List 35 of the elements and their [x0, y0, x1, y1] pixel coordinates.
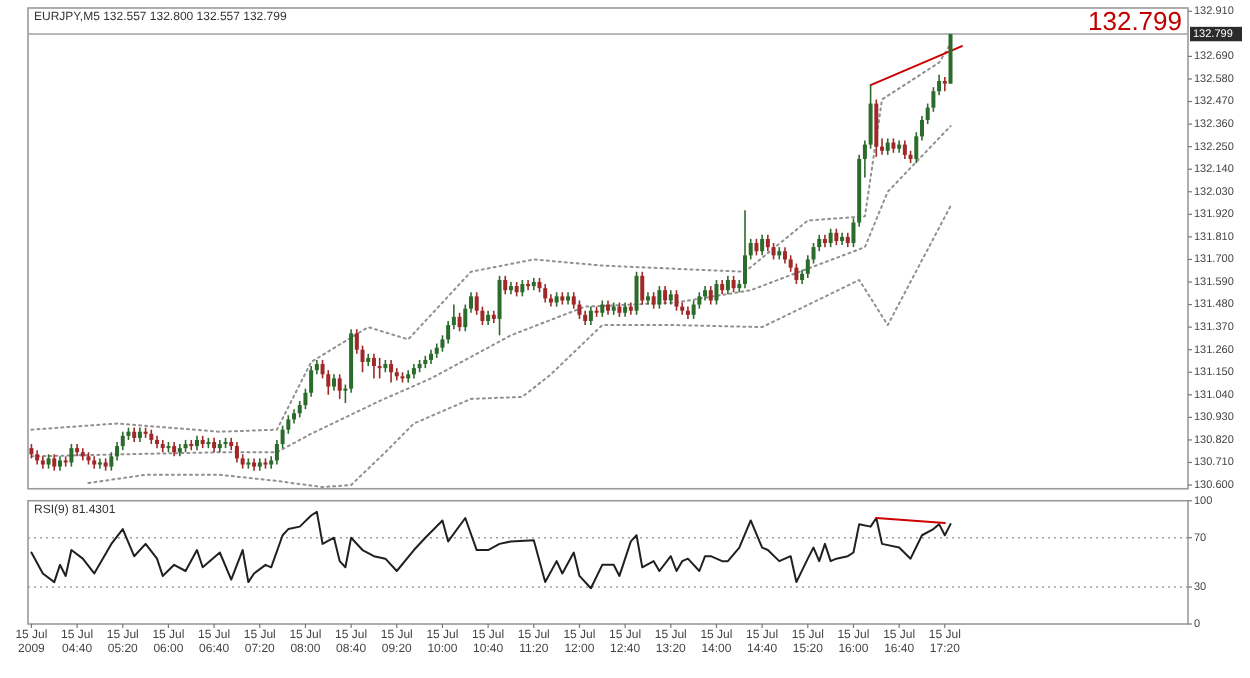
candlestick — [377, 357, 382, 380]
candlestick — [526, 279, 531, 292]
candlestick — [708, 285, 713, 306]
candlestick — [566, 291, 571, 306]
candlestick — [663, 285, 668, 306]
candlestick — [457, 311, 462, 333]
candlestick — [874, 98, 879, 158]
candlestick — [714, 279, 719, 306]
candlestick — [234, 441, 239, 464]
candlestick — [645, 291, 650, 306]
candlestick — [794, 262, 799, 285]
annotation: 132.799 — [1088, 6, 1182, 36]
candlestick — [69, 443, 74, 468]
candlestick — [942, 76, 947, 93]
candlestick — [691, 299, 696, 320]
candlestick — [640, 270, 645, 306]
candlestick — [897, 139, 902, 154]
candlestick — [828, 227, 833, 248]
candlestick — [389, 359, 394, 384]
candlestick — [503, 275, 508, 296]
candlestick — [760, 234, 765, 257]
candlestick — [674, 289, 679, 312]
candlestick — [497, 275, 502, 337]
candlestick — [634, 270, 639, 316]
candlestick — [577, 299, 582, 320]
candlestick — [337, 373, 342, 400]
candlestick — [189, 439, 194, 451]
candlestick — [743, 209, 748, 289]
candlestick — [543, 283, 548, 304]
candlestick — [725, 275, 730, 296]
candlestick — [902, 139, 907, 160]
candlestick — [588, 305, 593, 326]
candlestick — [657, 285, 662, 310]
candlestick — [371, 352, 376, 380]
candlestick — [97, 457, 102, 470]
